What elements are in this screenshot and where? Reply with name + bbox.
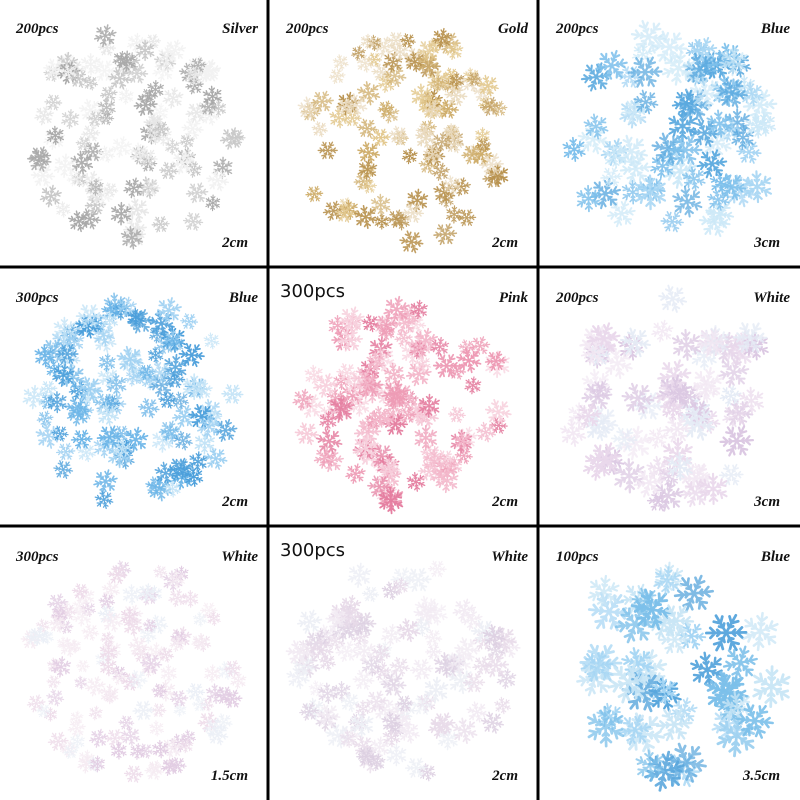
color-name: White xyxy=(491,549,528,565)
color-name: Blue xyxy=(760,21,791,37)
flake-size: 3cm xyxy=(753,235,780,251)
color-name: Gold xyxy=(498,21,529,37)
piece-count: 200pcs xyxy=(555,21,599,37)
color-name: White xyxy=(753,290,790,306)
piece-count: 200pcs xyxy=(285,21,329,37)
piece-count: 100pcs xyxy=(556,549,599,565)
piece-count: 300pcs xyxy=(280,540,345,561)
piece-count: 300pcs xyxy=(15,549,59,565)
color-name: Blue xyxy=(228,290,259,306)
color-name: Pink xyxy=(499,290,529,306)
flake-size: 2cm xyxy=(491,235,518,251)
flake-size: 1.5cm xyxy=(211,768,248,784)
flake-size: 2cm xyxy=(221,235,248,251)
piece-count: 300pcs xyxy=(280,281,345,302)
color-name: White xyxy=(221,549,258,565)
color-name: Blue xyxy=(760,549,791,565)
label-layer: 200pcs Silver 2cm 200pcs Gold 2cm 200pcs Blue 3c… xyxy=(15,21,790,784)
flake-size: 2cm xyxy=(491,768,518,784)
piece-count: 300pcs xyxy=(15,290,59,306)
flake-size: 2cm xyxy=(491,494,518,510)
flake-size: 3cm xyxy=(753,494,780,510)
color-name: Silver xyxy=(222,21,258,37)
piece-count: 200pcs xyxy=(15,21,59,37)
flake-size: 3.5cm xyxy=(742,768,780,784)
piece-count: 200pcs xyxy=(555,290,599,306)
flake-size: 2cm xyxy=(221,494,248,510)
